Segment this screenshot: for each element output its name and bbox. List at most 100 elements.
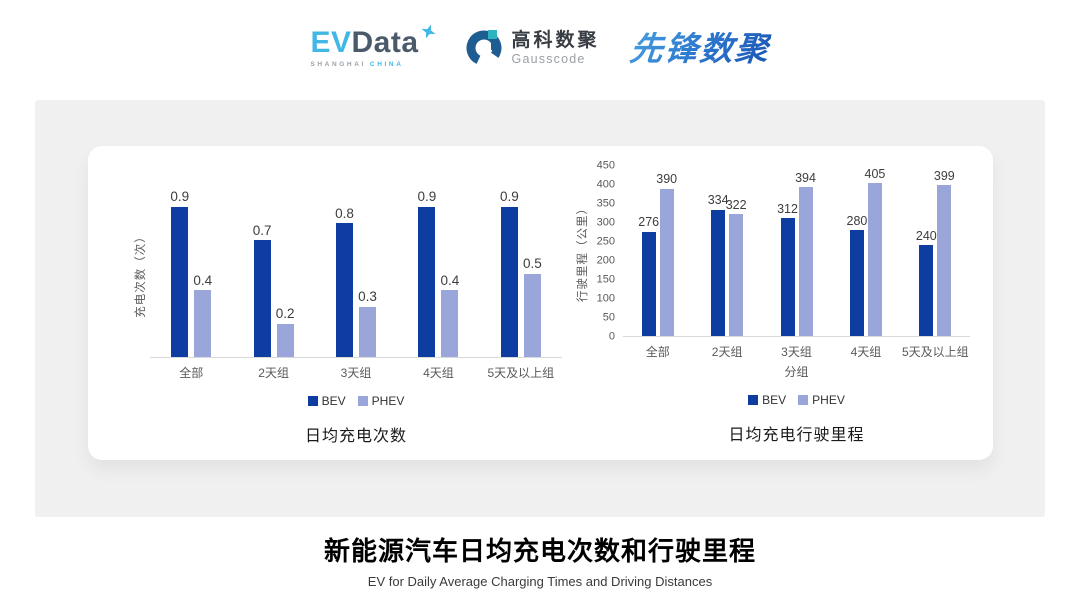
bar-bev-wrap: 0.9 (417, 189, 437, 357)
bar-phev (729, 214, 744, 336)
bar-value-label: 280 (846, 213, 868, 228)
bar-group: 0.9 0.4 (150, 190, 232, 357)
gausscode-cn-text: 高科数聚 (511, 30, 600, 52)
y-axis-label-column: 充电次数（次） (130, 190, 150, 358)
bar-phev-wrap: 405 (865, 166, 885, 336)
gausscode-icon (466, 30, 502, 66)
bar-value-label: 334 (707, 193, 729, 208)
bar-value-label: 0.9 (499, 189, 519, 205)
gausscode-text: 高科数聚 Gausscode (512, 30, 600, 66)
legend-swatch-phev (357, 396, 368, 406)
bar-value-label: 240 (915, 228, 937, 243)
gray-panel: 充电次数（次） 0.9 0.4 0.7 0.2 0.8 0.3 0.9 0.4 0.9 0.5 全… (35, 100, 1045, 517)
bar-phev (798, 187, 813, 336)
category-label: 3天组 (340, 366, 372, 380)
y-tick-label: 100 (596, 292, 615, 305)
bar-group: 0.8 0.3 (315, 190, 397, 357)
bar-phev-wrap: 0.4 (440, 190, 460, 357)
bar-phev (441, 290, 459, 357)
bar-group: 0.7 0.2 (232, 190, 314, 357)
bar-bev-wrap: 0.7 (252, 190, 272, 357)
y-axis-label: 充电次数（次） (135, 230, 147, 318)
bar-bev (418, 206, 436, 357)
legend: BEV PHEV (130, 394, 562, 408)
bar-bev (171, 206, 189, 357)
bar-group: 334 322 (692, 166, 761, 336)
evdata-subtext: SHANGHAI CHINA (310, 61, 435, 68)
bar-phev (659, 188, 674, 336)
bar-bev-wrap: 312 (777, 166, 798, 336)
legend-label: BEV (321, 394, 346, 408)
category-label: 2天组 (258, 366, 289, 380)
bar-value-label: 0.3 (358, 289, 377, 305)
bar-value-label: 0.7 (252, 222, 272, 238)
bar-phev (276, 323, 294, 357)
plot-area: 276 390 334 322 312 394 280 405 240 399 (623, 166, 970, 337)
bar-value-label: 0.8 (335, 205, 354, 221)
category-labels: 全部 2天组 3天组 4天组 5天及以上组 (150, 358, 562, 381)
gausscode-logo: 高科数聚 Gausscode (466, 29, 600, 67)
plot-area: 0.9 0.4 0.7 0.2 0.8 0.3 0.9 0.4 0.9 0.5 (150, 190, 562, 358)
bar-phev-wrap: 0.4 (193, 190, 212, 357)
evdata-ev-text: EV (310, 26, 352, 59)
legend: BEV PHEV (572, 393, 970, 407)
chart-daily-driving-distance: 行驶里程（公里） 0 50 100 150 200 250 300 350 400 450 276… (572, 160, 970, 460)
bar-bev (336, 223, 354, 357)
y-axis-ticks: 0 50 100 150 200 250 300 350 400 450 (592, 160, 618, 342)
x-axis-label: 分组 (784, 365, 809, 379)
bar-value-label: 0.9 (170, 189, 190, 205)
bar-phev (194, 290, 212, 357)
evdata-china-text: CHINA (369, 61, 404, 68)
bar-phev-wrap: 390 (656, 166, 677, 336)
y-tick-label: 350 (596, 197, 615, 210)
bar-bev (780, 218, 795, 336)
evdata-shanghai-text: SHANGHAI (310, 61, 366, 68)
y-axis-label-column: 行驶里程（公里） (572, 166, 592, 337)
category-label: 4天组 (423, 366, 454, 380)
bar-bev (253, 240, 271, 357)
bar-phev-wrap: 399 (934, 166, 955, 336)
y-tick-label: 400 (596, 178, 615, 191)
bar-bev-wrap: 240 (916, 166, 937, 336)
bar-bev (849, 230, 864, 336)
bar-phev-wrap: 322 (726, 166, 747, 336)
bar-bev-wrap: 276 (638, 166, 659, 336)
chart-title: 日均充电行驶里程 (728, 427, 865, 444)
bar-group: 0.9 0.5 (480, 190, 562, 357)
category-label: 5天及以上组 (901, 345, 969, 359)
legend-item: PHEV (798, 393, 845, 407)
y-tick-label: 200 (596, 254, 615, 267)
y-axis-label: 行驶里程（公里） (577, 201, 589, 302)
bar-group: 240 399 (901, 166, 970, 336)
bar-bev-wrap: 280 (847, 166, 867, 336)
legend-label: PHEV (371, 394, 405, 408)
category-label: 4天组 (850, 345, 882, 359)
bar-phev-wrap: 0.3 (358, 190, 377, 357)
caption: 新能源汽车日均充电次数和行驶里程 EV for Daily Average Ch… (0, 531, 1080, 589)
legend-item: BEV (748, 393, 786, 407)
legend-swatch-bev (748, 395, 759, 405)
bar-value-label: 394 (795, 170, 816, 185)
bar-phev-wrap: 0.2 (275, 190, 295, 357)
bar-value-label: 0.2 (275, 306, 295, 322)
bar-bev-wrap: 334 (708, 166, 729, 336)
bar-bev-wrap: 0.9 (170, 189, 190, 357)
bar-bev (500, 206, 518, 357)
bar-value-label: 0.9 (417, 189, 437, 205)
main-title: 新能源汽车日均充电次数和行驶里程 (323, 536, 756, 566)
plot-row: 充电次数（次） 0.9 0.4 0.7 0.2 0.8 0.3 0.9 0.4 0.9 0.5 (130, 190, 562, 358)
chart-daily-charging-times: 充电次数（次） 0.9 0.4 0.7 0.2 0.8 0.3 0.9 0.4 0.9 0.5 全… (130, 190, 562, 460)
bar-value-label: 0.4 (440, 272, 460, 288)
xianfeng-logo: 先锋数聚 (627, 29, 772, 67)
sparkle-icon (420, 24, 436, 39)
category-label: 5天及以上组 (487, 366, 555, 380)
y-tick-label: 50 (602, 311, 615, 324)
legend-item: PHEV (357, 394, 405, 408)
y-tick-label: 300 (596, 216, 615, 229)
category-label: 3天组 (781, 345, 812, 359)
bar-group: 280 405 (831, 166, 900, 336)
bar-bev (641, 231, 656, 336)
legend-label: BEV (762, 393, 787, 407)
y-tick-label: 250 (596, 235, 615, 248)
